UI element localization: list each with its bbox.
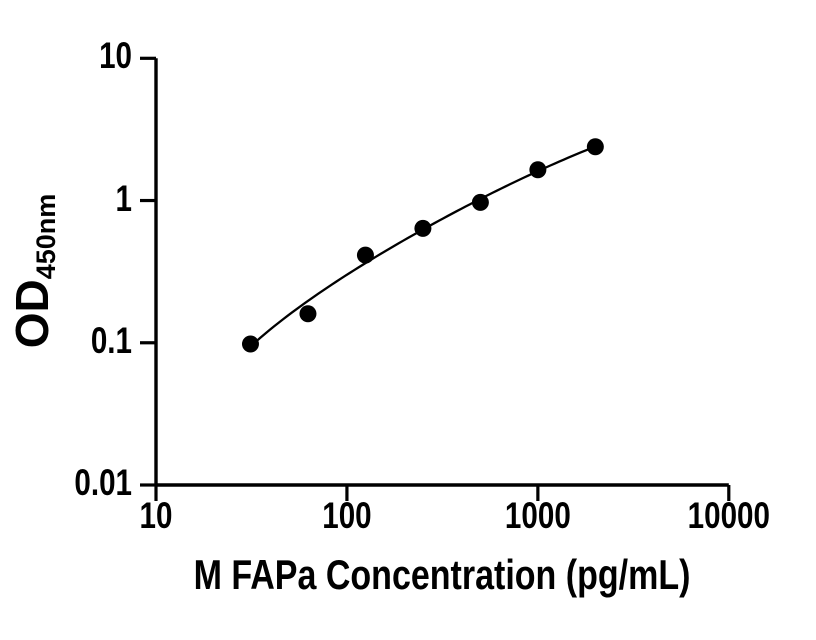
svg-text:OD450nm: OD450nm [6,194,61,349]
svg-text:1: 1 [116,179,132,220]
svg-text:1000: 1000 [505,496,571,537]
svg-text:10: 10 [99,36,132,77]
svg-text:10: 10 [140,496,173,537]
svg-text:10000: 10000 [688,496,770,537]
svg-text:0.1: 0.1 [91,321,132,362]
svg-text:100: 100 [322,496,371,537]
svg-text:0.01: 0.01 [74,463,132,504]
svg-text:M FAPa Concentration (pg/mL): M FAPa Concentration (pg/mL) [194,552,691,599]
